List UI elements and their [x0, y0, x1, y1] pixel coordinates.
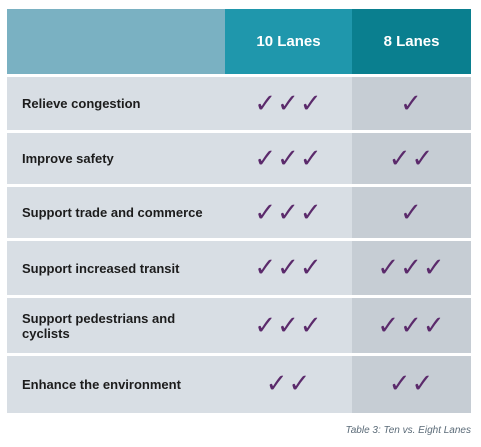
row-label: Support increased transit [7, 238, 225, 297]
eight-lanes-cell: ✓✓ [352, 130, 471, 186]
checkmark-icon: ✓✓✓ [254, 143, 323, 174]
eight-lanes-cell: ✓ [352, 74, 471, 132]
eight-lanes-cell: ✓✓✓ [352, 238, 471, 297]
table-row: Support trade and commerce ✓✓✓ ✓ [7, 184, 471, 240]
header-blank-cell [7, 9, 225, 76]
comparison-table: 10 Lanes 8 Lanes Relieve congestion ✓✓✓ … [7, 9, 471, 413]
checkmark-icon: ✓✓ [265, 369, 312, 400]
row-label: Support pedestrians and cyclists [7, 295, 225, 355]
table-caption: Table 3: Ten vs. Eight Lanes [345, 425, 471, 436]
ten-lanes-cell: ✓✓✓ [225, 74, 352, 132]
checkmark-icon: ✓✓ [388, 143, 435, 174]
checkmark-icon: ✓✓✓ [254, 197, 323, 228]
checkmark-icon: ✓✓✓ [377, 310, 446, 341]
table-row: Support increased transit ✓✓✓ ✓✓✓ [7, 238, 471, 297]
checkmark-icon: ✓✓✓ [377, 253, 446, 283]
checkmark-icon: ✓✓ [388, 369, 435, 400]
row-label: Support trade and commerce [7, 184, 225, 240]
table-row: Support pedestrians and cyclists ✓✓✓ ✓✓✓ [7, 295, 471, 355]
header-row: 10 Lanes 8 Lanes [7, 9, 471, 76]
ten-lanes-cell: ✓✓✓ [225, 295, 352, 355]
ten-lanes-cell: ✓✓✓ [225, 130, 352, 186]
ten-lanes-cell: ✓✓✓ [225, 184, 352, 240]
header-8-lanes: 8 Lanes [352, 9, 471, 76]
table-row: Enhance the environment ✓✓ ✓✓ [7, 353, 471, 413]
header-10-lanes: 10 Lanes [225, 9, 352, 76]
checkmark-icon: ✓ [400, 197, 423, 228]
eight-lanes-cell: ✓✓ [352, 353, 471, 413]
table-row: Relieve congestion ✓✓✓ ✓ [7, 74, 471, 132]
row-label: Enhance the environment [7, 353, 225, 413]
ten-lanes-cell: ✓✓✓ [225, 238, 352, 297]
row-label: Relieve congestion [7, 74, 225, 132]
ten-lanes-cell: ✓✓ [225, 353, 352, 413]
checkmark-icon: ✓ [400, 88, 423, 119]
checkmark-icon: ✓✓✓ [254, 253, 323, 283]
row-label: Improve safety [7, 130, 225, 186]
checkmark-icon: ✓✓✓ [254, 88, 323, 119]
eight-lanes-cell: ✓✓✓ [352, 295, 471, 355]
eight-lanes-cell: ✓ [352, 184, 471, 240]
table-row: Improve safety ✓✓✓ ✓✓ [7, 130, 471, 186]
checkmark-icon: ✓✓✓ [254, 310, 323, 341]
